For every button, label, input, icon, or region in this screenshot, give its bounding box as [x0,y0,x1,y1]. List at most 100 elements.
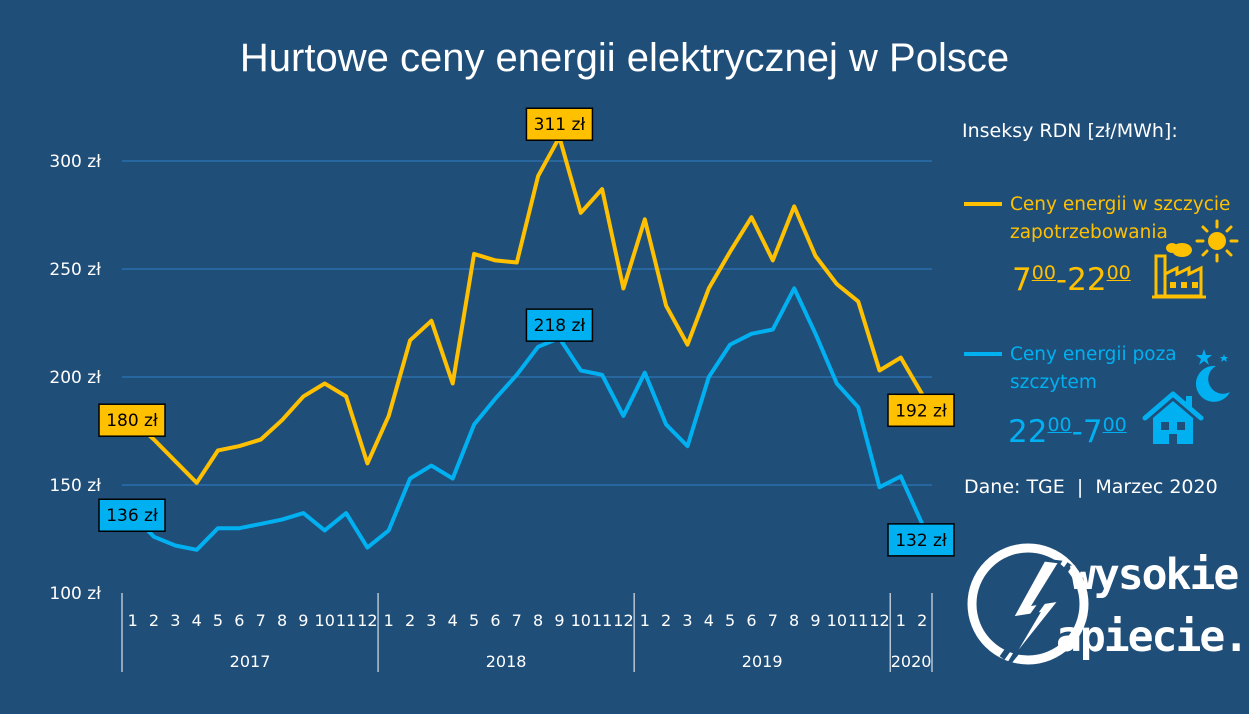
data-point [622,414,625,417]
data-point [878,369,881,372]
hours-start-minutes: 00 [1047,414,1072,436]
x-tick-label: 11 [592,611,612,630]
data-point [174,460,177,463]
data-point [899,475,902,478]
data-point [835,283,838,286]
x-tick-label: 7 [256,611,266,630]
x-tick-label: 10 [571,611,591,630]
x-tick-label: 4 [192,611,202,630]
y-tick-label: 300 zł [49,152,101,172]
data-label: 180 zł [106,411,158,431]
brand-line2: apiecie.pl [1056,612,1249,662]
x-tick-label: 9 [554,611,564,630]
x-tick-label: 5 [725,611,735,630]
x-tick-label: 12 [357,611,377,630]
x-tick-label: 6 [490,611,500,630]
data-point [451,477,454,480]
hours-separator: - [1071,414,1083,450]
year-label: 2020 [891,652,932,671]
data-point [622,287,625,290]
star-icon [1196,349,1228,365]
legend-hours-offpeak: 2200-700 [1008,414,1127,450]
data-label-box [98,403,166,437]
data-point [537,175,540,178]
x-tick-label: 8 [789,611,799,630]
data-point [387,529,390,532]
data-label-box [887,523,955,557]
x-tick-label: 8 [277,611,287,630]
data-point [281,518,284,521]
data-point [323,382,326,385]
data-point [750,216,753,219]
data-point [345,395,348,398]
lightning-logo-icon [967,543,1089,669]
x-tick-label: 9 [810,611,820,630]
x-tick-label: 7 [768,611,778,630]
x-tick-label: 10 [827,611,847,630]
data-point [153,535,156,538]
data-point [686,343,689,346]
chart-title: Hurtowe ceny energii elektrycznej w Pols… [239,36,1010,80]
legend-label-peak-line2: zapotrzebowania [1010,222,1168,243]
data-point [387,414,390,417]
x-tick-label: 4 [704,611,714,630]
x-tick-label: 5 [469,611,479,630]
hours-separator: - [1055,262,1068,298]
data-point [494,397,497,400]
data-point [515,373,518,376]
x-tick-label: 3 [426,611,436,630]
data-label-box [525,107,594,141]
data-point [366,462,369,465]
legend-hours-peak: 700-2200 [1012,262,1131,298]
data-point [195,548,198,551]
x-tick-label: 1 [640,611,650,630]
data-point [878,486,881,489]
x-tick-label: 2 [405,611,415,630]
data-point [217,449,220,452]
data-point [409,339,412,342]
hours-end-minutes: 00 [1102,414,1127,436]
data-label: 192 zł [895,401,947,421]
series-line-offpeak [130,286,925,552]
x-tick-label: 10 [315,611,335,630]
data-point [686,445,689,448]
x-tick-label: 6 [746,611,756,630]
data-point [366,546,369,549]
data-label-box [98,498,166,532]
y-tick-label: 250 zł [49,260,101,280]
data-source: Dane: TGE | Marzec 2020 [964,476,1218,498]
x-tick-label: 6 [234,611,244,630]
data-point [430,464,433,467]
data-point [899,356,902,359]
data-label: 218 zł [534,316,586,336]
x-tick-label: 3 [170,611,180,630]
x-tick-label: 12 [869,611,889,630]
house-icon [1142,391,1204,444]
hours-start: 22 [1008,414,1048,450]
data-point [601,188,604,191]
y-tick-label: 150 zł [49,476,101,496]
data-point [195,481,198,484]
data-point [793,287,796,290]
data-point [643,371,646,374]
data-point [579,369,582,372]
data-point [323,529,326,532]
data-point [729,250,732,253]
data-point [750,332,753,335]
data-point [345,512,348,515]
x-tick-label: 12 [613,611,633,630]
data-label: 132 zł [895,531,947,551]
data-point [707,287,710,290]
data-point [814,255,817,258]
legend-line-offpeak [964,352,1002,356]
data-point [665,304,668,307]
x-tick-label: 1 [896,611,906,630]
series-line-peak [130,135,925,485]
sun-icon [1195,219,1239,263]
data-point [473,423,476,426]
x-tick-label: 11 [336,611,356,630]
data-point [473,252,476,255]
legend-label-offpeak-line2: szczytem [1010,372,1097,393]
x-tick-label: 2 [917,611,927,630]
